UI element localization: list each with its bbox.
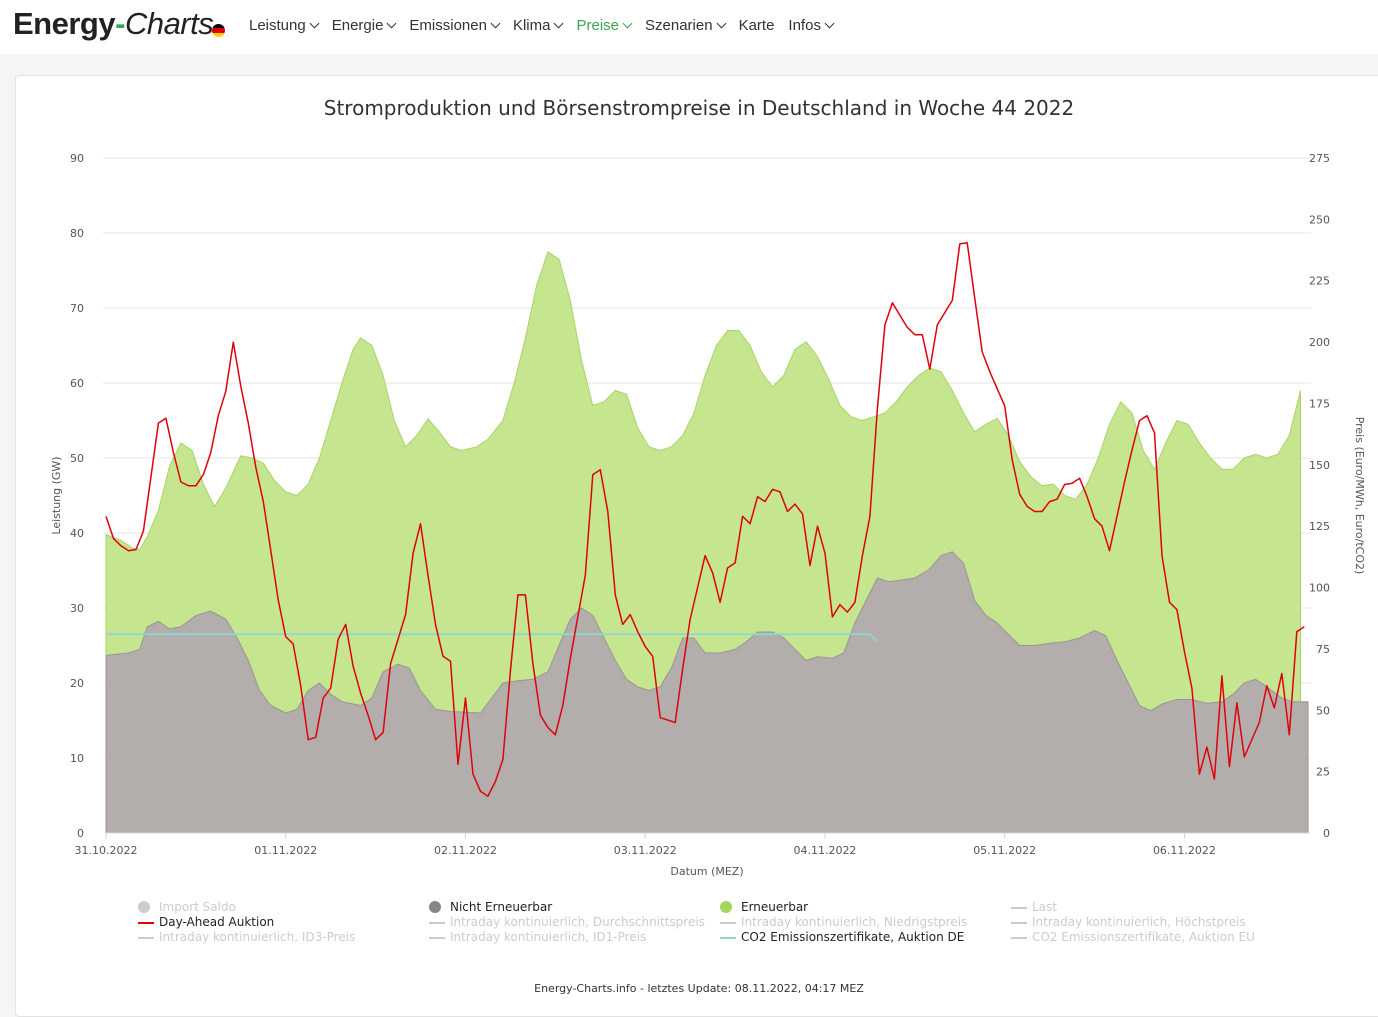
y-tick-label-left: 60 bbox=[70, 377, 84, 390]
y-tick-label-right: 125 bbox=[1309, 520, 1330, 533]
x-tick-label: 03.11.2022 bbox=[614, 844, 677, 857]
legend-line-icon bbox=[1011, 907, 1027, 909]
chevron-down-icon bbox=[309, 18, 320, 29]
legend-line-icon bbox=[138, 937, 154, 939]
nav-item-energie[interactable]: Energie bbox=[331, 17, 397, 34]
y-tick-label-left: 80 bbox=[70, 227, 84, 240]
chart-canvas: 0 10 20 30 40 50 60 70 80 90 0 25 50 75 100 125 150 175 20… bbox=[50, 152, 1366, 878]
chart-title: Stromproduktion und Börsenstrompreise in… bbox=[323, 96, 1075, 120]
nav-item-emissionen[interactable]: Emissionen bbox=[409, 17, 501, 34]
legend-item-label: Intraday kontinuierlich, Niedrigstpreis bbox=[741, 915, 968, 929]
y-tick-label-right: 275 bbox=[1309, 152, 1330, 165]
y-axis-title-right: Preis (Euro/MWh, Euro/tCO2) bbox=[1353, 417, 1366, 575]
y-tick-label-left: 40 bbox=[70, 527, 84, 540]
legend-item-label: Intraday kontinuierlich, Höchstpreis bbox=[1032, 915, 1246, 929]
chevron-down-icon bbox=[490, 18, 501, 29]
nav-item-label: Emissionen bbox=[409, 17, 487, 34]
legend-item-label: Intraday kontinuierlich, Durchschnittspr… bbox=[450, 915, 705, 929]
y-tick-label-left: 50 bbox=[70, 452, 84, 465]
y-tick-label-right: 50 bbox=[1316, 704, 1330, 717]
top-navbar: Energy-Charts Leistung Energie Emissionen K… bbox=[0, 0, 1378, 54]
flag-stripe-gold bbox=[212, 32, 225, 37]
y-tick-label-left: 90 bbox=[70, 152, 84, 165]
legend-line-icon bbox=[1011, 922, 1027, 924]
y-tick-label-left: 10 bbox=[70, 752, 84, 765]
chevron-down-icon bbox=[716, 18, 727, 29]
y-tick-label-left: 20 bbox=[70, 677, 84, 690]
y-tick-label-left: 0 bbox=[77, 827, 84, 840]
y-tick-label-right: 75 bbox=[1316, 643, 1330, 656]
nav-item-label: Infos bbox=[788, 17, 821, 34]
legend-line-icon bbox=[429, 922, 445, 924]
y-tick-label-right: 175 bbox=[1309, 397, 1330, 410]
legend-item-label: Intraday kontinuierlich, ID3-Preis bbox=[159, 930, 356, 944]
chart-card: 0 10 20 30 40 50 60 70 80 90 0 25 50 75 100 125 150 175 20… bbox=[15, 75, 1378, 1017]
y-tick-label-right: 250 bbox=[1309, 213, 1330, 226]
legend-dot-icon bbox=[138, 901, 150, 913]
y-tick-label-left: 70 bbox=[70, 302, 84, 315]
y-tick-label-right: 200 bbox=[1309, 336, 1330, 349]
nav-item-klima[interactable]: Klima bbox=[512, 17, 564, 34]
legend-item-label: CO2 Emissionszertifikate, Auktion DE bbox=[741, 930, 965, 944]
series-line-day-ahead-auktion bbox=[105, 241, 1305, 797]
nav-item-infos[interactable]: Infos bbox=[788, 17, 835, 34]
nav-item-label: Preise bbox=[576, 17, 620, 34]
energy-charts-logo[interactable]: Energy-Charts bbox=[13, 6, 214, 41]
x-tick-label: 06.11.2022 bbox=[1153, 844, 1216, 857]
x-tick-label: 01.11.2022 bbox=[254, 844, 317, 857]
y-tick-label-right: 25 bbox=[1316, 766, 1330, 779]
main-nav: Leistung Energie Emissionen Klima Preise Szen… bbox=[249, 17, 847, 34]
legend-line-icon bbox=[720, 937, 736, 939]
series-area-nicht-erneuerbar bbox=[105, 551, 1309, 834]
chevron-down-icon bbox=[386, 18, 397, 29]
y-axis-title-left: Leistung (GW) bbox=[50, 456, 63, 534]
x-tick-label: 02.11.2022 bbox=[434, 844, 497, 857]
nav-item-label: Klima bbox=[512, 17, 551, 34]
germany-flag-icon[interactable] bbox=[212, 24, 225, 37]
legend-dot-icon bbox=[720, 901, 732, 913]
legend-line-icon bbox=[1011, 937, 1027, 939]
nav-item-karte[interactable]: Karte bbox=[739, 17, 775, 34]
legend-item-label: Import Saldo bbox=[159, 900, 236, 914]
x-axis-title: Datum (MEZ) bbox=[670, 865, 743, 878]
nav-item-szenarien[interactable]: Szenarien bbox=[645, 17, 727, 34]
y-tick-label-right: 0 bbox=[1323, 827, 1330, 840]
nav-item-label: Karte bbox=[738, 17, 775, 34]
legend-dot-icon bbox=[429, 901, 441, 913]
legend-item-label: CO2 Emissionszertifikate, Auktion EU bbox=[1032, 930, 1255, 944]
legend-item-label: Day-Ahead Auktion bbox=[159, 915, 275, 929]
x-tick-label: 31.10.2022 bbox=[75, 844, 138, 857]
nav-item-label: Energie bbox=[331, 17, 384, 34]
nav-item-label: Leistung bbox=[249, 17, 306, 34]
y-tick-label-left: 30 bbox=[70, 602, 84, 615]
legend-line-icon bbox=[138, 922, 154, 924]
legend-item-label: Erneuerbar bbox=[741, 900, 809, 914]
chevron-down-icon bbox=[824, 18, 835, 29]
legend-item-label: Nicht Erneuerbar bbox=[450, 900, 553, 914]
y-tick-label-right: 225 bbox=[1309, 275, 1330, 288]
x-tick-label: 05.11.2022 bbox=[973, 844, 1036, 857]
nav-item-preise[interactable]: Preise bbox=[576, 17, 633, 34]
chevron-down-icon bbox=[554, 18, 564, 29]
nav-item-label: Szenarien bbox=[645, 17, 713, 34]
chevron-down-icon bbox=[622, 18, 633, 29]
last-update-footer: Energy-Charts.info - letztes Update: 08.… bbox=[534, 982, 864, 995]
y-tick-label-right: 150 bbox=[1309, 459, 1330, 472]
legend-item-label: Intraday kontinuierlich, ID1-Preis bbox=[450, 930, 647, 944]
nav-item-leistung[interactable]: Leistung bbox=[249, 17, 320, 34]
legend-item-label: Last bbox=[1032, 900, 1057, 914]
legend-line-icon bbox=[429, 937, 445, 939]
legend-line-icon bbox=[720, 922, 736, 924]
flag-stripe-black bbox=[212, 24, 225, 29]
x-tick-label: 04.11.2022 bbox=[793, 844, 856, 857]
series-line-co2-auktion-de bbox=[106, 633, 879, 643]
y-tick-label-right: 100 bbox=[1309, 582, 1330, 595]
flag-stripe-red bbox=[212, 28, 225, 33]
